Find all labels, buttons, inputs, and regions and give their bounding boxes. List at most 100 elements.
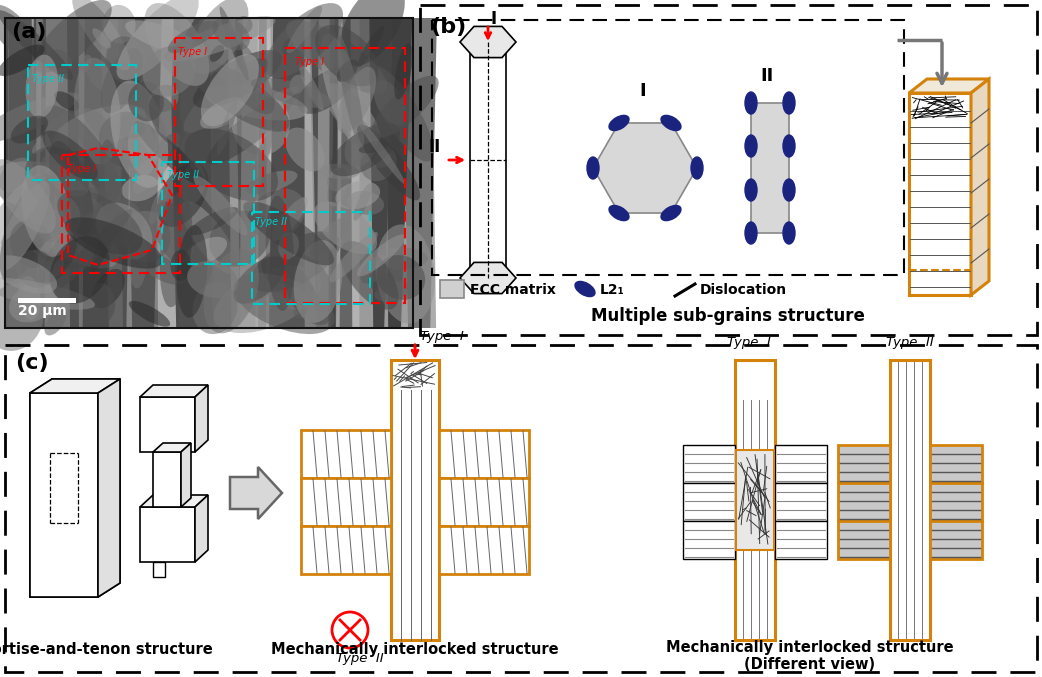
Ellipse shape (587, 157, 599, 179)
Polygon shape (222, 18, 233, 328)
Ellipse shape (315, 25, 378, 87)
Polygon shape (593, 123, 697, 213)
Text: II: II (760, 67, 773, 85)
Ellipse shape (368, 271, 395, 293)
Ellipse shape (139, 253, 185, 285)
Bar (751, 103, 789, 233)
Ellipse shape (233, 257, 286, 304)
Bar (683, 521, 735, 559)
Ellipse shape (575, 282, 595, 297)
Text: (b): (b) (430, 17, 466, 37)
Bar (5, 345, 1037, 672)
Ellipse shape (125, 20, 200, 54)
Ellipse shape (265, 3, 343, 78)
Bar (420, 5, 1037, 335)
Polygon shape (269, 18, 305, 328)
Ellipse shape (133, 133, 180, 194)
Ellipse shape (33, 250, 68, 264)
Ellipse shape (51, 257, 65, 278)
Bar (470, 42, 506, 278)
Bar (140, 507, 195, 562)
Ellipse shape (745, 222, 756, 244)
Bar (175, 38, 263, 186)
Ellipse shape (200, 97, 247, 129)
Ellipse shape (375, 263, 390, 293)
Polygon shape (99, 18, 123, 328)
Polygon shape (330, 18, 339, 328)
Bar (838, 445, 890, 483)
Ellipse shape (337, 60, 358, 82)
Text: 20 μm: 20 μm (18, 304, 67, 318)
Ellipse shape (234, 16, 252, 34)
Polygon shape (317, 18, 331, 328)
Ellipse shape (0, 158, 33, 192)
Ellipse shape (324, 83, 380, 146)
Ellipse shape (691, 157, 703, 179)
Polygon shape (336, 18, 361, 328)
Polygon shape (304, 18, 316, 328)
Ellipse shape (181, 201, 238, 274)
Ellipse shape (254, 87, 300, 112)
Ellipse shape (53, 209, 132, 291)
Ellipse shape (205, 85, 307, 121)
Ellipse shape (0, 255, 57, 294)
Ellipse shape (149, 85, 178, 112)
Ellipse shape (133, 109, 167, 162)
Polygon shape (228, 18, 241, 328)
Ellipse shape (0, 92, 79, 144)
Ellipse shape (16, 250, 55, 288)
Polygon shape (221, 18, 229, 328)
Bar (838, 521, 890, 559)
Bar (252, 212, 370, 304)
Ellipse shape (57, 190, 143, 255)
Ellipse shape (184, 237, 227, 266)
Bar (140, 397, 195, 452)
Bar (432, 20, 904, 275)
Polygon shape (279, 18, 284, 328)
Ellipse shape (54, 91, 79, 111)
Ellipse shape (245, 171, 297, 194)
Ellipse shape (153, 201, 194, 265)
Ellipse shape (157, 163, 208, 227)
Ellipse shape (103, 5, 135, 44)
Ellipse shape (26, 55, 58, 118)
Polygon shape (140, 385, 208, 397)
Ellipse shape (180, 163, 205, 204)
Bar (683, 445, 735, 483)
Polygon shape (337, 18, 357, 328)
Ellipse shape (43, 131, 98, 180)
Bar (440, 280, 464, 298)
Polygon shape (246, 18, 276, 328)
Ellipse shape (176, 225, 207, 318)
Text: I: I (639, 82, 646, 100)
Polygon shape (9, 18, 32, 328)
Ellipse shape (42, 154, 89, 197)
Bar (63, 155, 180, 273)
Ellipse shape (376, 224, 436, 324)
Polygon shape (384, 18, 395, 328)
Ellipse shape (267, 284, 311, 310)
Ellipse shape (128, 121, 156, 175)
Polygon shape (394, 18, 437, 328)
Text: Type  I: Type I (727, 336, 771, 349)
Polygon shape (392, 18, 421, 328)
Bar (301, 478, 391, 526)
Ellipse shape (783, 179, 795, 201)
Polygon shape (222, 18, 248, 328)
Ellipse shape (0, 284, 44, 351)
Ellipse shape (129, 301, 170, 326)
Ellipse shape (0, 5, 36, 58)
Ellipse shape (110, 81, 168, 188)
Ellipse shape (190, 0, 248, 74)
Ellipse shape (361, 146, 397, 181)
Ellipse shape (143, 46, 196, 97)
Polygon shape (91, 18, 123, 328)
Polygon shape (38, 18, 46, 328)
Polygon shape (36, 18, 70, 328)
Polygon shape (98, 379, 120, 597)
Ellipse shape (297, 67, 354, 114)
Polygon shape (78, 18, 107, 328)
Polygon shape (249, 18, 258, 328)
Polygon shape (274, 18, 301, 328)
Ellipse shape (149, 95, 183, 146)
